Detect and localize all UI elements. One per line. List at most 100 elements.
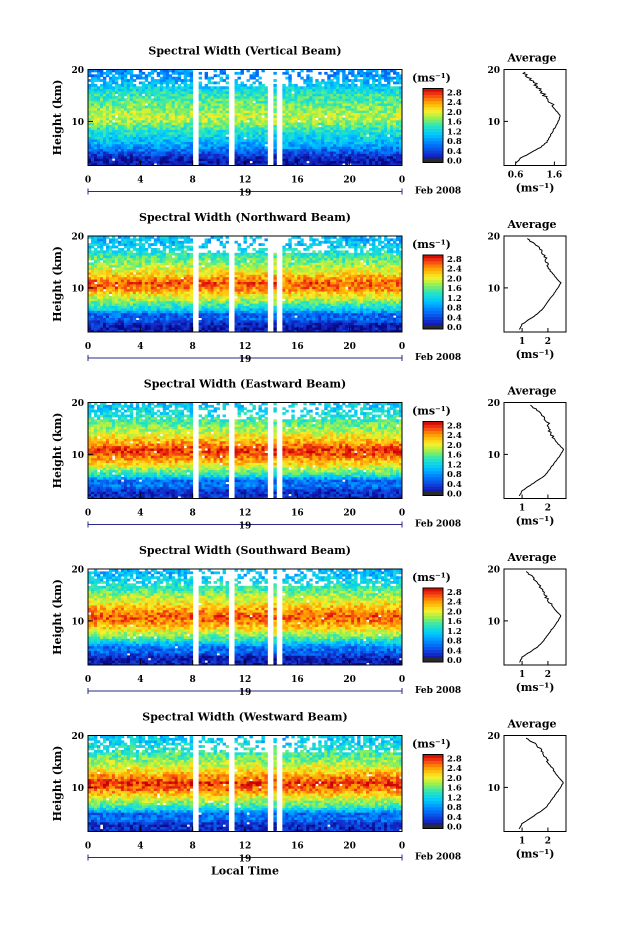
heatmap-cell	[153, 248, 158, 251]
heatmap-cell	[219, 136, 223, 140]
heatmap-cell	[183, 308, 188, 311]
heatmap-cell	[336, 148, 340, 152]
heatmap-cell	[357, 143, 361, 147]
heatmap-cell	[180, 91, 185, 94]
heatmap-cell	[105, 117, 110, 121]
heatmap-cell	[147, 260, 152, 263]
heatmap-cell	[372, 69, 376, 73]
heatmap-cell	[156, 107, 161, 111]
heatmap-cell	[114, 119, 119, 123]
heatmap-cell	[168, 317, 173, 321]
heatmap-cell	[216, 74, 220, 78]
heatmap-cell	[189, 153, 194, 157]
heatmap-cell	[390, 129, 394, 133]
heatmap-cell	[372, 151, 376, 154]
heatmap-cell	[369, 100, 373, 104]
heatmap-cell	[117, 298, 122, 302]
heatmap-cell	[132, 107, 137, 111]
heatmap-cell	[288, 160, 292, 164]
heatmap-cell	[225, 131, 229, 135]
heatmap-cell	[90, 98, 95, 102]
heatmap-cell	[177, 141, 182, 145]
heatmap-cell	[225, 119, 229, 123]
heatmap-cell	[297, 160, 301, 164]
heatmap-cell	[88, 93, 92, 97]
heatmap-cell	[117, 248, 122, 251]
heatmap-cell	[252, 141, 256, 145]
heatmap-cell	[123, 115, 128, 118]
heatmap-cell	[126, 136, 131, 140]
heatmap-cell	[126, 329, 131, 333]
heatmap-cell	[156, 163, 161, 166]
heatmap-cell	[117, 240, 122, 244]
heatmap-cell	[291, 100, 295, 104]
heatmap-cell	[102, 127, 107, 130]
heatmap-cell	[135, 312, 140, 316]
heatmap-cell	[117, 151, 122, 154]
heatmap-cell	[102, 112, 107, 116]
heatmap-cell	[180, 122, 185, 126]
heatmap-cell	[207, 76, 212, 80]
heatmap-cell	[327, 110, 331, 114]
heatmap-cell	[324, 117, 328, 121]
heatmap-cell	[393, 131, 397, 135]
heatmap-cell	[243, 146, 247, 150]
heatmap-cell	[168, 279, 173, 282]
heatmap-cell	[135, 136, 140, 140]
heatmap-cell	[216, 112, 220, 116]
heatmap-cell	[198, 153, 203, 157]
heatmap-cell	[186, 276, 191, 280]
heatmap-cell	[123, 245, 128, 249]
heatmap-cell	[219, 115, 223, 118]
heatmap-cell	[135, 163, 140, 166]
heatmap-cell	[243, 100, 247, 104]
heatmap-cell	[285, 86, 289, 90]
heatmap-cell	[114, 286, 119, 290]
heatmap-cell	[171, 160, 176, 164]
heatmap-cell	[258, 131, 262, 135]
heatmap-cell	[213, 134, 217, 138]
heatmap-cell	[135, 131, 140, 135]
heatmap-cell	[168, 303, 173, 306]
heatmap-cell	[378, 160, 382, 164]
heatmap-cell	[141, 257, 146, 261]
heatmap-cell	[291, 127, 295, 130]
heatmap-cell	[336, 136, 340, 140]
heatmap-cell	[372, 129, 376, 133]
heatmap-cell	[123, 293, 128, 297]
heatmap-cell	[150, 71, 155, 75]
heatmap-cell	[225, 155, 229, 159]
heatmap-cell	[354, 98, 358, 102]
heatmap-cell	[135, 139, 140, 142]
heatmap-cell	[309, 153, 313, 157]
heatmap-cell	[312, 158, 316, 162]
heatmap-cell	[249, 105, 253, 109]
heatmap-cell	[102, 236, 107, 239]
heatmap-cell	[162, 155, 167, 159]
heatmap-cell	[375, 136, 379, 140]
heatmap-cell	[93, 269, 98, 273]
heatmap-cell	[288, 112, 292, 116]
heatmap-cell	[255, 124, 259, 128]
heatmap-cell	[180, 71, 185, 75]
heatmap-cell	[213, 117, 217, 121]
heatmap-cell	[318, 134, 322, 138]
heatmap-cell	[141, 88, 146, 92]
heatmap-cell	[168, 248, 173, 251]
heatmap-cell	[210, 136, 214, 140]
heatmap-cell	[156, 119, 161, 123]
heatmap-cell	[357, 110, 361, 114]
heatmap-cell	[225, 93, 229, 97]
heatmap-cell	[297, 86, 301, 90]
heatmap-cell	[330, 124, 334, 128]
colorbar-segment	[423, 131, 443, 136]
heatmap-cell	[342, 91, 346, 94]
heatmap-cell	[120, 155, 125, 159]
heatmap-cell	[360, 134, 364, 138]
heatmap-cell	[369, 124, 373, 128]
heatmap-cell	[261, 129, 265, 133]
heatmap-cell	[225, 74, 229, 78]
heatmap-cell	[297, 158, 301, 162]
heatmap-cell	[207, 160, 212, 164]
heatmap-cell	[258, 83, 262, 87]
